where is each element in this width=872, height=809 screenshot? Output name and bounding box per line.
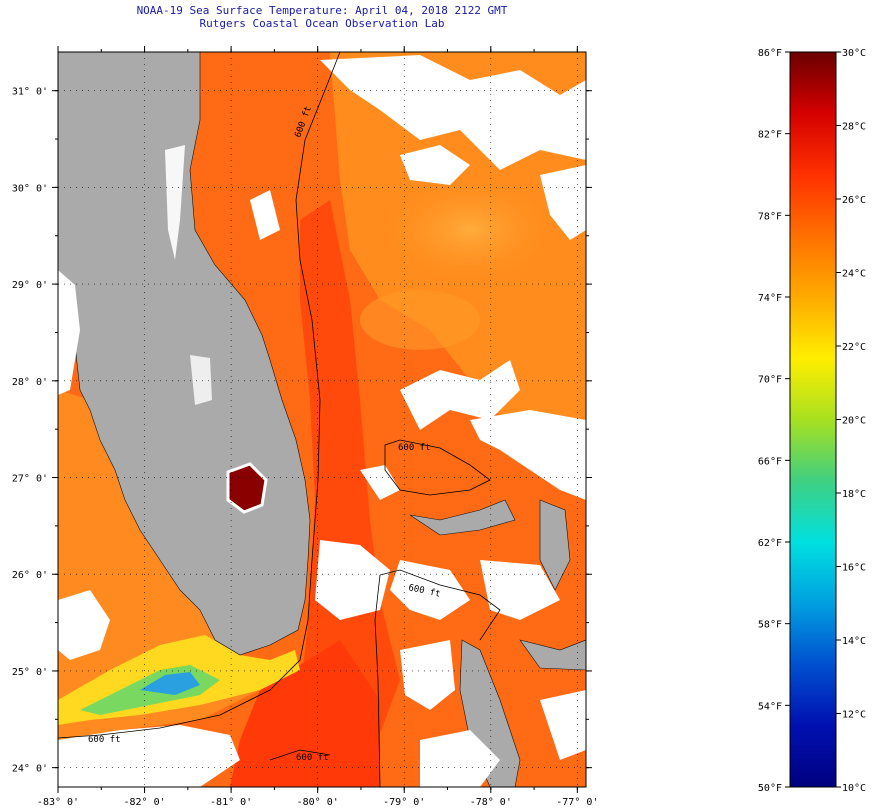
colorbar-c-label: 24°C bbox=[842, 269, 866, 280]
map-frame bbox=[57, 51, 587, 788]
eddy-swirl bbox=[360, 290, 480, 350]
colorbar-c-label: 28°C bbox=[842, 122, 866, 133]
colorbar-f-label: 66°F bbox=[758, 456, 782, 467]
colorbar-f-label: 86°F bbox=[758, 48, 782, 59]
colorbar-f-label: 58°F bbox=[758, 620, 782, 631]
lon-tick-label: -83° 0' bbox=[37, 797, 79, 808]
map-title: NOAA-19 Sea Surface Temperature: April 0… bbox=[58, 4, 586, 30]
longitude-labels: -83° 0' -82° 0' -81° 0' -80° 0' -79° 0' -78° … bbox=[37, 797, 599, 808]
colorbar-c-label: 30°C bbox=[842, 48, 866, 59]
colorbar-c-label: 14°C bbox=[842, 636, 866, 647]
cool-band-blue bbox=[140, 672, 200, 695]
lon-tick-label: -79° 0' bbox=[383, 797, 425, 808]
title-line-2: Rutgers Coastal Ocean Observation Lab bbox=[199, 17, 445, 30]
lat-tick-label: 29° 0' bbox=[12, 280, 48, 291]
title-line-1: NOAA-19 Sea Surface Temperature: April 0… bbox=[136, 4, 508, 17]
straits-warm bbox=[230, 640, 380, 787]
lat-tick-label: 27° 0' bbox=[12, 474, 48, 485]
lon-tick-label: -78° 0' bbox=[470, 797, 512, 808]
colorbar-f-label: 50°F bbox=[758, 783, 782, 794]
inland-lakes bbox=[165, 145, 185, 260]
contour-label: 600 ft bbox=[296, 753, 329, 763]
colorbar-gradient bbox=[789, 51, 837, 788]
colorbar-celsius-labels: 30°C 28°C 26°C 24°C 22°C 20°C 18°C 16°C 14°C 12°C… bbox=[836, 48, 866, 794]
abaco-island bbox=[539, 499, 571, 591]
lat-tick-label: 25° 0' bbox=[12, 667, 48, 678]
inland-lakes-2 bbox=[190, 355, 212, 405]
cloud-west-coast bbox=[58, 270, 80, 395]
lon-tick-label: -80° 0' bbox=[297, 797, 339, 808]
map-area bbox=[58, 52, 586, 787]
lat-tick-label: 31° 0' bbox=[12, 87, 48, 98]
axis-ticks bbox=[52, 46, 592, 793]
colorbar: 86°F 82°F 78°F 74°F 70°F 66°F 62°F 58°F 54°F 50°F… bbox=[758, 48, 866, 794]
lake-okeechobee bbox=[226, 462, 268, 514]
colorbar-c-label: 26°C bbox=[842, 195, 866, 206]
depth-contours bbox=[58, 52, 501, 787]
colorbar-f-label: 54°F bbox=[758, 701, 782, 712]
colorbar-c-label: 16°C bbox=[842, 563, 866, 574]
colorbar-c-label: 12°C bbox=[842, 710, 866, 721]
colorbar-f-label: 82°F bbox=[758, 130, 782, 141]
colorbar-c-label: 22°C bbox=[842, 342, 866, 353]
lon-tick-label: -81° 0' bbox=[210, 797, 252, 808]
colorbar-fahrenheit-labels: 86°F 82°F 78°F 74°F 70°F 66°F 62°F 58°F 54°F 50°F bbox=[758, 48, 790, 794]
lat-tick-label: 24° 0' bbox=[12, 764, 48, 775]
contour-label: 600 ft bbox=[398, 443, 431, 453]
contour-label: 600 ft bbox=[88, 735, 121, 745]
map-grid bbox=[58, 52, 586, 787]
grand-bahama bbox=[409, 499, 516, 536]
colorbar-f-label: 78°F bbox=[758, 211, 782, 222]
lat-tick-label: 30° 0' bbox=[12, 183, 48, 194]
clouds bbox=[58, 55, 586, 787]
colorbar-f-label: 74°F bbox=[758, 293, 782, 304]
warm-eddy bbox=[380, 175, 560, 285]
lon-tick-label: -77° 0' bbox=[556, 797, 598, 808]
colorbar-c-label: 10°C bbox=[842, 783, 866, 794]
colorbar-f-label: 62°F bbox=[758, 538, 782, 549]
latitude-labels: 31° 0' 30° 0' 29° 0' 28° 0' 27° 0' 26° 0' 25° … bbox=[12, 87, 48, 775]
lon-tick-label: -82° 0' bbox=[123, 797, 165, 808]
lat-tick-label: 26° 0' bbox=[12, 570, 48, 581]
colorbar-f-label: 70°F bbox=[758, 375, 782, 386]
colorbar-c-label: 18°C bbox=[842, 489, 866, 500]
lat-tick-label: 28° 0' bbox=[12, 377, 48, 388]
eleuthera bbox=[519, 639, 586, 671]
colorbar-c-label: 20°C bbox=[842, 416, 866, 427]
